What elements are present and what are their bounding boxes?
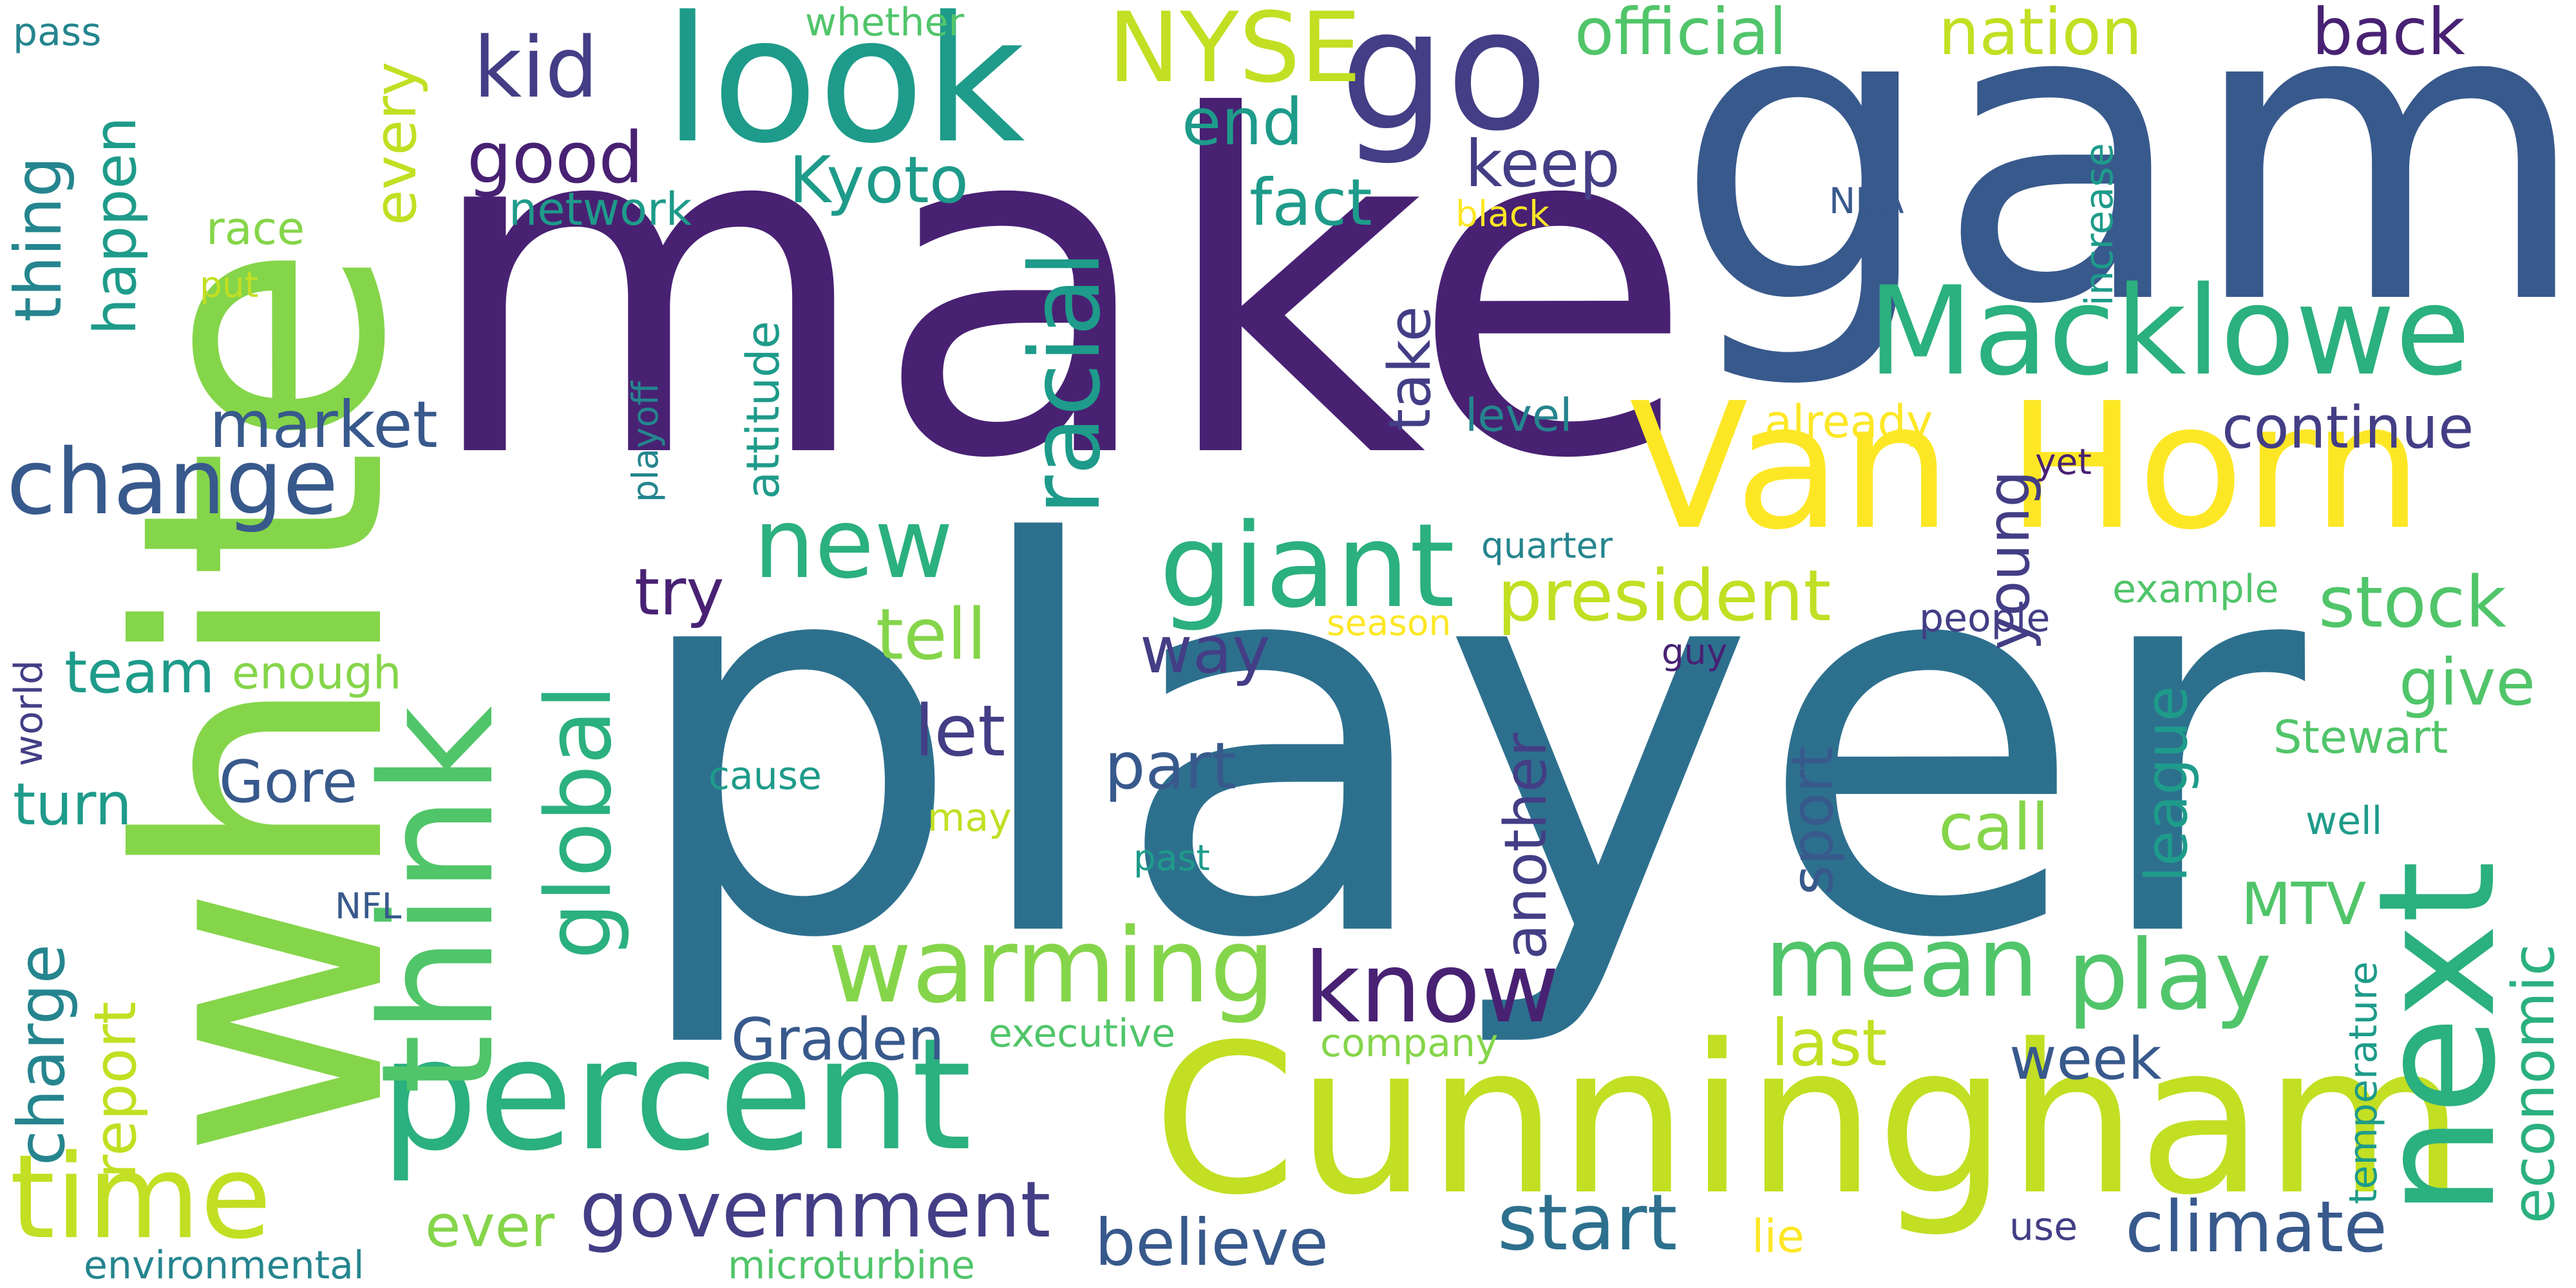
word-official: official (1575, 0, 1787, 70)
word-race: race (206, 202, 305, 255)
word-yet: yet (2035, 441, 2092, 482)
word-thing: thing (1, 156, 76, 322)
word-end: end (1182, 84, 1303, 160)
word-way: way (1140, 612, 1271, 688)
word-economic: economic (2500, 943, 2568, 1224)
word-mean: mean (1765, 907, 2039, 1019)
word-ever: ever (425, 1193, 555, 1260)
word-change: change (6, 430, 339, 535)
word-fact: fact (1249, 165, 1372, 240)
word-game: game (1674, 0, 2576, 394)
word-try: try (634, 554, 724, 630)
word-sport: sport (1779, 746, 1846, 895)
word-turn: turn (13, 771, 132, 838)
word-already: already (1765, 395, 1933, 448)
word-player: player (625, 433, 2306, 1055)
word-racial: racial (1010, 250, 1122, 515)
word-make: make (422, 20, 1695, 560)
word-government: government (580, 1166, 1051, 1255)
word-nfl: NFL (335, 886, 402, 927)
word-well: well (2306, 799, 2383, 844)
word-keep: keep (1465, 126, 1620, 202)
word-look: look (663, 0, 1025, 182)
word-mtv: MTV (2241, 871, 2367, 938)
word-team: team (64, 639, 215, 706)
word-put: put (200, 264, 259, 305)
word-part: part (1104, 728, 1237, 804)
word-global: global (527, 685, 632, 960)
word-whether: whether (805, 0, 965, 45)
word-go: go (1340, 0, 1549, 168)
word-season: season (1327, 602, 1452, 643)
word-give: give (2399, 645, 2535, 720)
word-percent: percent (380, 1005, 972, 1185)
word-past: past (1133, 837, 1210, 878)
word-world: world (6, 659, 52, 766)
word-environmental: environmental (84, 1243, 365, 1288)
word-black: black (1455, 193, 1549, 234)
word-example: example (2112, 567, 2279, 612)
word-attitude: attitude (737, 321, 790, 499)
word-playoff: playoff (625, 381, 666, 502)
word-believe: believe (1095, 1205, 1329, 1280)
word-tell: tell (876, 593, 987, 676)
word-another: another (1492, 733, 1560, 960)
word-van-horn: Van Horn (1629, 365, 2423, 568)
word-temperature: temperature (2341, 961, 2386, 1204)
word-president: president (1497, 554, 1832, 637)
word-macklowe: Macklowe (1868, 260, 2471, 402)
word-quarter: quarter (1481, 525, 1613, 566)
word-start: start (1497, 1179, 1678, 1268)
word-increase: increase (2077, 143, 2122, 306)
word-gore: Gore (219, 748, 358, 816)
word-stewart: Stewart (2273, 711, 2448, 764)
word-nba: NBA (1829, 180, 1904, 222)
word-back: back (2312, 0, 2465, 70)
word-executive: executive (989, 1011, 1176, 1056)
word-cunningham: Cunningham (1153, 1001, 2465, 1240)
word-take: take (1376, 306, 1444, 431)
word-use: use (2009, 1204, 2078, 1249)
word-week: week (2009, 1025, 2162, 1093)
word-market: market (209, 387, 438, 462)
word-enough: enough (232, 647, 402, 699)
word-guy: guy (1662, 631, 1728, 672)
word-nyse: NYSE (1108, 0, 1361, 104)
word-pass: pass (13, 10, 102, 55)
word-level: level (1465, 389, 1573, 442)
word-charge: charge (4, 944, 79, 1166)
word-happen: happen (82, 117, 149, 335)
word-people: people (1919, 596, 2050, 641)
word-stock: stock (2318, 561, 2506, 643)
word-company: company (1320, 1021, 1499, 1066)
word-nation: nation (1938, 0, 2143, 70)
word-warming: warming (828, 905, 1276, 1026)
word-kyoto: Kyoto (789, 142, 969, 218)
word-network: network (509, 183, 692, 236)
word-every: every (362, 61, 430, 225)
word-may: may (927, 795, 1012, 840)
word-good: good (467, 117, 644, 199)
word-report: report (82, 1001, 149, 1179)
word-cause: cause (708, 753, 822, 799)
word-call: call (1938, 790, 2049, 865)
word-climate: climate (2125, 1186, 2387, 1268)
word-new: new (753, 488, 954, 600)
word-let: let (914, 690, 1006, 772)
word-kid: kid (473, 19, 598, 117)
word-league: league (2133, 685, 2201, 882)
word-know: know (1304, 933, 1560, 1045)
word-last: last (1771, 1005, 1888, 1081)
word-graden: Graden (731, 1006, 945, 1074)
word-microturbine: microturbine (728, 1243, 976, 1288)
word-lie: lie (1752, 1210, 1804, 1263)
word-time: time (10, 1130, 272, 1265)
word-giant: giant (1159, 499, 1455, 634)
word-continue: continue (2222, 394, 2474, 462)
word-play: play (2067, 920, 2272, 1032)
